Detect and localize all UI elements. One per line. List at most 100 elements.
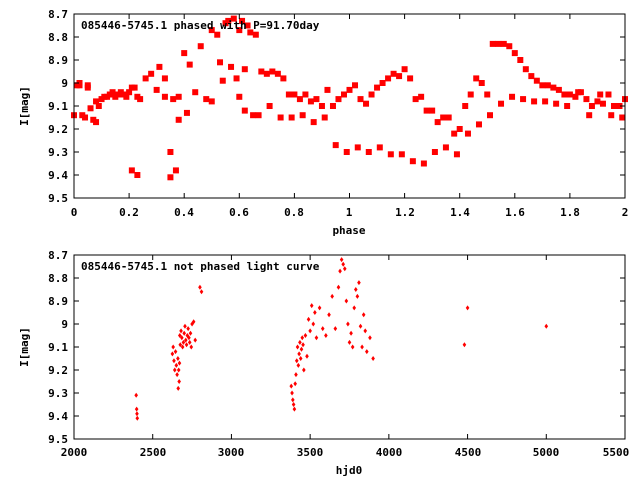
data-point <box>597 91 604 98</box>
data-point <box>269 68 276 75</box>
data-point <box>277 114 284 121</box>
data-point <box>183 323 187 329</box>
data-point <box>456 126 463 132</box>
data-point <box>241 66 248 73</box>
data-point <box>358 323 363 329</box>
data-point <box>363 328 368 334</box>
data-point <box>465 305 470 311</box>
data-point <box>520 96 527 103</box>
data-point <box>178 342 183 348</box>
data-point <box>302 91 309 98</box>
data-point <box>355 293 360 299</box>
data-point <box>330 293 334 299</box>
data-point <box>379 80 386 86</box>
phased-plot-frame <box>73 13 626 199</box>
data-point <box>180 344 185 350</box>
data-point <box>190 321 194 327</box>
phased-x-tick-label: 0 <box>71 206 78 219</box>
data-point <box>553 100 560 107</box>
data-point <box>522 66 529 73</box>
data-point <box>244 22 251 29</box>
data-point <box>233 75 240 82</box>
data-point <box>352 305 357 311</box>
data-point <box>464 130 471 137</box>
unphased-plot-frame <box>73 254 626 440</box>
data-point <box>288 114 295 121</box>
unphased-x-tick-label: 2000 <box>61 446 88 459</box>
data-point <box>199 289 204 295</box>
data-point <box>371 356 375 361</box>
data-point <box>175 93 182 100</box>
data-point <box>500 40 507 47</box>
data-point <box>344 298 349 304</box>
data-point <box>440 114 447 121</box>
data-point <box>134 406 139 412</box>
unphased-tick-marks <box>73 254 626 440</box>
data-point <box>182 330 186 336</box>
data-point <box>434 119 441 126</box>
unphased-x-tick-label: 5000 <box>533 446 560 459</box>
data-point <box>318 103 325 109</box>
data-point <box>407 75 414 82</box>
data-point <box>297 351 301 357</box>
data-point <box>610 103 617 109</box>
data-point <box>230 15 237 22</box>
phased-x-tick-label: 0.6 <box>229 206 249 219</box>
unphased-chart: 8.7 8.8 8.9 9 9.1 9.2 9.3 9.4 9.5 2000 2… <box>18 249 629 477</box>
data-point <box>376 144 383 151</box>
unphased-x-tick-label: 2500 <box>140 446 167 459</box>
data-point <box>342 266 347 272</box>
data-point <box>175 116 182 123</box>
data-point <box>290 390 294 396</box>
data-point <box>296 96 303 103</box>
data-point <box>135 411 139 417</box>
data-point <box>445 114 452 121</box>
data-point <box>296 362 301 368</box>
data-point <box>285 91 292 98</box>
data-point <box>608 112 615 119</box>
data-point <box>385 75 392 82</box>
data-point <box>255 112 262 119</box>
data-point <box>191 319 196 325</box>
phased-x-tick-label: 0.4 <box>174 206 194 219</box>
phased-plot-points <box>71 15 628 181</box>
data-point <box>583 96 590 103</box>
data-point <box>301 342 305 348</box>
data-point <box>299 346 304 352</box>
data-point <box>208 98 215 105</box>
data-point <box>368 91 375 98</box>
data-point <box>181 339 186 345</box>
data-point <box>93 98 100 105</box>
data-point <box>462 342 467 348</box>
data-point <box>324 86 331 93</box>
data-point <box>292 406 297 412</box>
data-point <box>542 98 549 105</box>
data-point <box>338 268 342 274</box>
data-point <box>412 96 419 103</box>
data-point <box>346 321 350 327</box>
data-point <box>95 103 102 109</box>
data-point <box>339 257 344 263</box>
phased-tick-marks <box>73 13 626 199</box>
data-point <box>511 50 518 57</box>
data-point <box>239 17 246 24</box>
unphased-y-tick-label: 9.4 <box>48 410 68 423</box>
data-point <box>423 107 430 114</box>
data-point <box>161 75 168 82</box>
data-point <box>346 86 353 93</box>
data-point <box>350 344 355 350</box>
data-point <box>528 73 535 80</box>
unphased-y-tick-label: 9 <box>61 318 68 331</box>
data-point <box>188 330 193 336</box>
data-point <box>599 100 606 107</box>
data-point <box>176 385 181 391</box>
data-point <box>135 415 140 421</box>
data-point <box>495 40 502 47</box>
phased-x-tick-label: 1 <box>346 206 353 219</box>
data-point <box>564 103 571 109</box>
data-point <box>250 112 257 119</box>
data-point <box>280 75 287 82</box>
unphased-y-tick-label: 9.5 <box>48 433 68 446</box>
data-point <box>134 172 141 178</box>
data-point <box>186 326 190 332</box>
